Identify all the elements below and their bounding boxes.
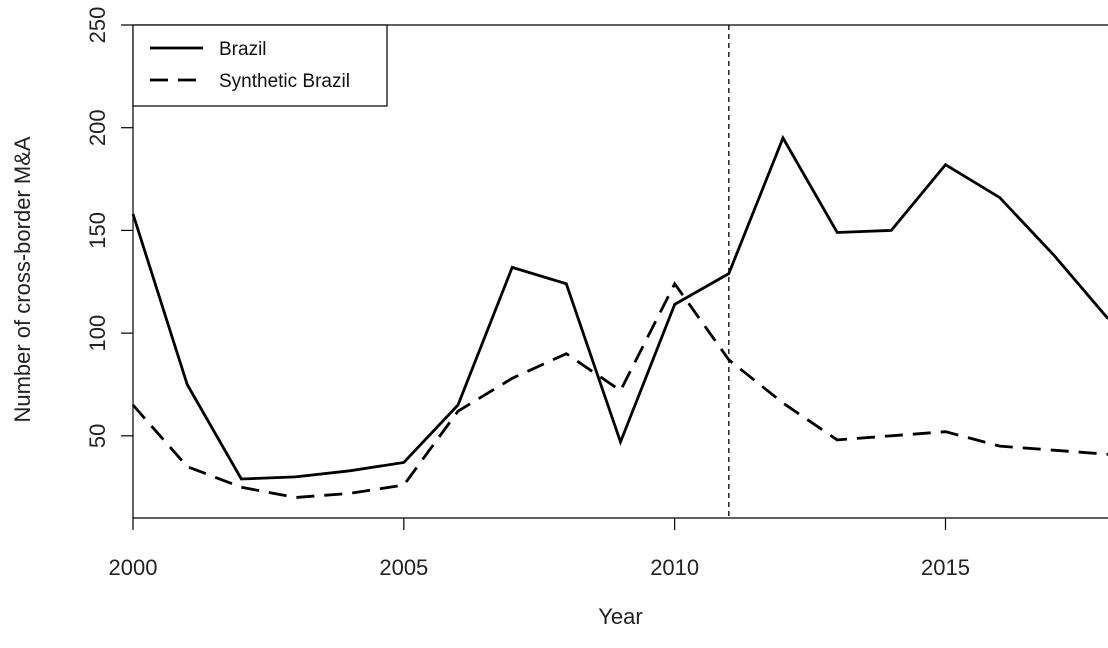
- y-tick-label: 50: [85, 424, 110, 448]
- y-tick-label: 250: [85, 7, 110, 44]
- legend: Brazil Synthetic Brazil: [132, 24, 388, 107]
- legend-box: [132, 24, 388, 107]
- y-axis-title: Number of cross-border M&A: [10, 136, 35, 422]
- x-axis: 2000 2005 2010 2015: [109, 518, 970, 580]
- legend-label: Brazil: [219, 39, 267, 60]
- x-axis-title: Year: [598, 604, 642, 629]
- y-tick-label: 200: [85, 109, 110, 146]
- x-tick-label: 2015: [921, 555, 970, 580]
- y-axis: 50 100 150 200 250: [85, 7, 133, 448]
- x-tick-label: 2000: [109, 555, 158, 580]
- x-tick-label: 2010: [650, 555, 699, 580]
- series-line-synthetic-brazil: [131, 281, 1108, 499]
- series-line-brazil: [131, 134, 1108, 481]
- y-tick-label: 100: [85, 315, 110, 352]
- series-layer: [131, 134, 1108, 499]
- legend-label: Synthetic Brazil: [219, 71, 350, 92]
- y-tick-label: 150: [85, 212, 110, 249]
- x-tick-label: 2005: [379, 555, 428, 580]
